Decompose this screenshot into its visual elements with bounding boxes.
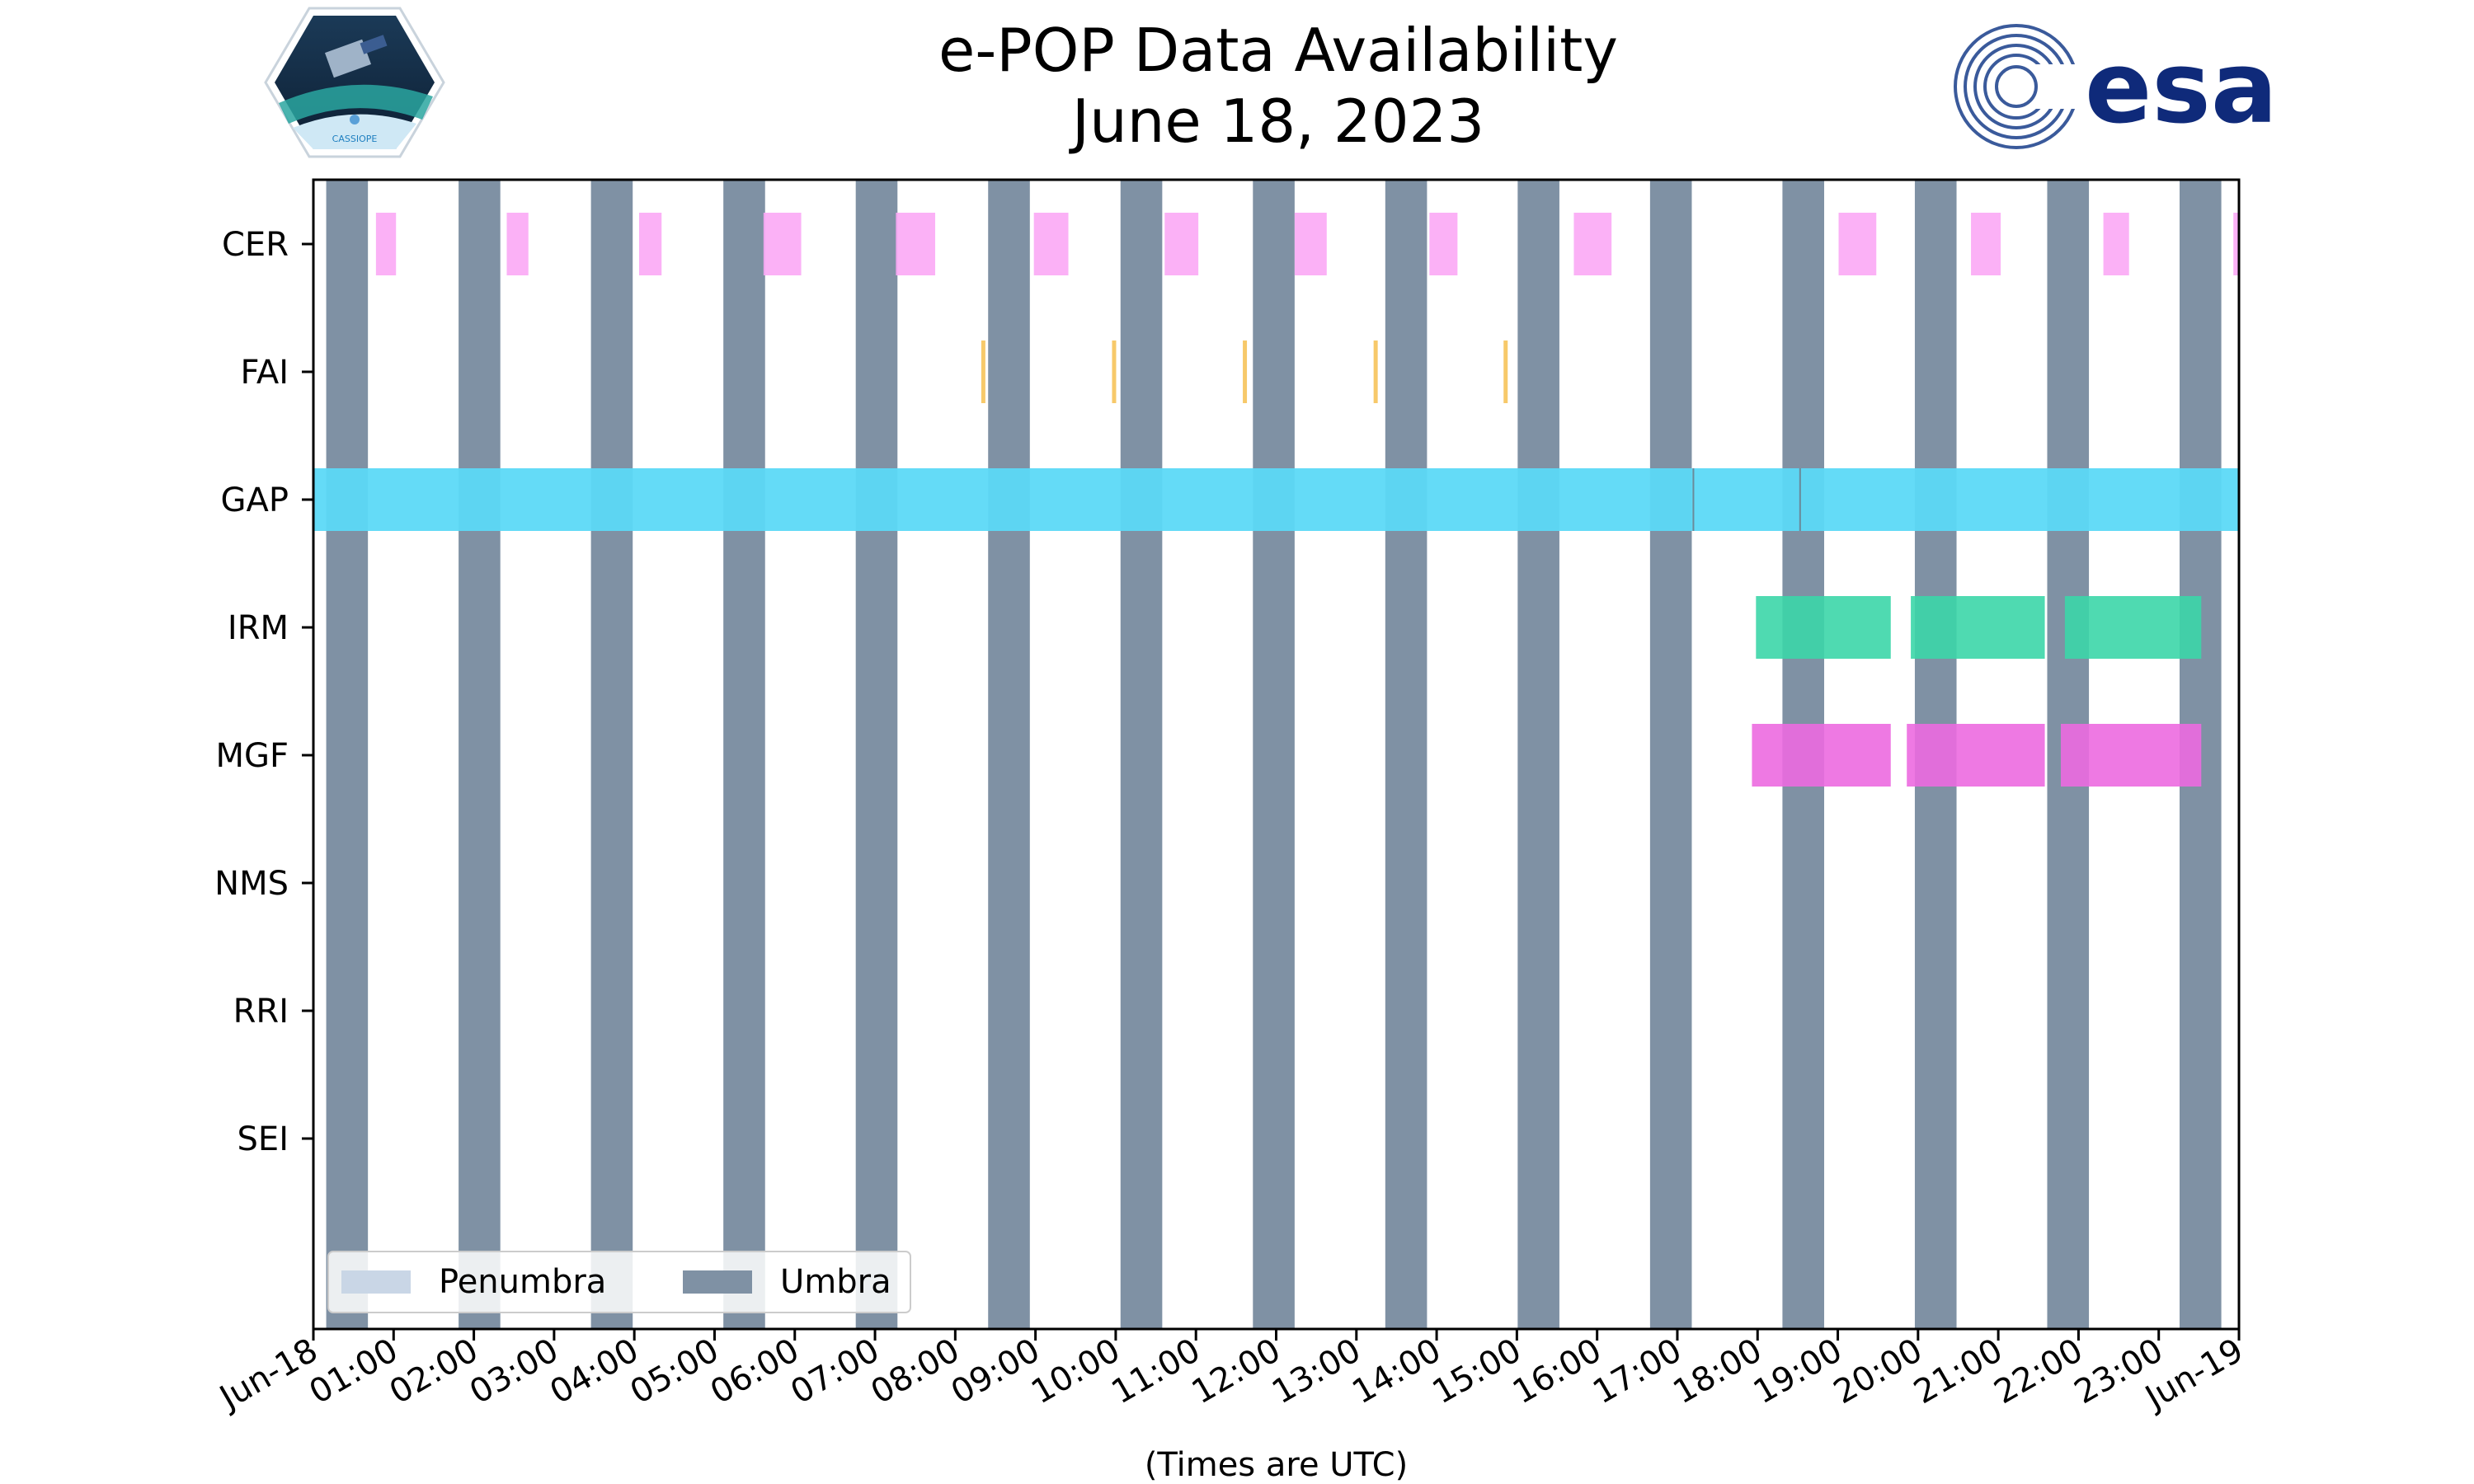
chart-title-line-1: e-POP Data Availability — [938, 16, 1618, 85]
x-tick-label: 07:00 — [784, 1331, 886, 1411]
x-tick-label: 21:00 — [1907, 1331, 2009, 1411]
legend-label-umbra: Umbra — [780, 1263, 891, 1301]
y-tick-label-nms: NMS — [214, 865, 289, 903]
cer-interval-bar — [1429, 213, 1458, 275]
cer-interval-bar — [896, 213, 936, 275]
y-tick-label-rri: RRI — [233, 993, 289, 1031]
umbra-band — [988, 180, 1030, 1329]
cer-interval-bar — [506, 213, 529, 275]
x-tick-label: 14:00 — [1346, 1331, 1447, 1411]
x-tick-label: 18:00 — [1667, 1331, 1768, 1411]
irm-interval-bar — [1911, 596, 2045, 659]
x-tick-label: 13:00 — [1266, 1331, 1367, 1411]
cer-interval-bar — [1164, 213, 1199, 275]
y-tick-label-fai: FAI — [241, 354, 289, 392]
chart-title-line-2: June 18, 2023 — [1071, 87, 1485, 156]
x-tick-label: 01:00 — [303, 1331, 404, 1411]
legend-label-penumbra: Penumbra — [439, 1263, 606, 1301]
y-tick-label-cer: CER — [222, 226, 289, 264]
x-tick-label: 15:00 — [1427, 1331, 1528, 1411]
instrument-bars — [313, 213, 2239, 787]
umbra-band — [1517, 180, 1559, 1329]
y-tick-label-irm: IRM — [228, 609, 289, 647]
legend: Penumbra Umbra — [327, 1251, 911, 1313]
x-tick-label: 06:00 — [704, 1331, 806, 1411]
cer-interval-bar — [1573, 213, 1612, 275]
x-tick-label: 04:00 — [543, 1331, 645, 1411]
esa-logo: esa — [1954, 24, 2278, 149]
legend-box — [327, 1251, 911, 1313]
mgf-interval-bar — [1752, 724, 1891, 787]
umbra-band — [1253, 180, 1295, 1329]
umbra-band — [1385, 180, 1427, 1329]
cer-interval-bar — [375, 213, 397, 275]
esa-logo-text: esa — [2085, 31, 2278, 146]
x-tick-label: 17:00 — [1587, 1331, 1688, 1411]
x-tick-label: 12:00 — [1186, 1331, 1287, 1411]
x-tick-label: 22:00 — [1988, 1331, 2090, 1411]
x-tick-label: Jun-18 — [212, 1331, 324, 1418]
umbra-band — [1649, 180, 1692, 1329]
x-tick-label: 08:00 — [864, 1331, 966, 1411]
umbra-band — [723, 180, 765, 1329]
cer-interval-bar — [1033, 213, 1069, 275]
umbra-bands — [326, 180, 2222, 1329]
umbra-band — [326, 180, 369, 1329]
umbra-band — [590, 180, 633, 1329]
x-tick-label: 05:00 — [624, 1331, 726, 1411]
cassiope-logo-text: CASSIOPE — [332, 134, 378, 144]
cer-interval-bar — [1971, 213, 2001, 275]
mgf-interval-bar — [2061, 724, 2202, 787]
x-tick-label: 10:00 — [1025, 1331, 1126, 1411]
y-tick-label-sei: SEI — [238, 1120, 289, 1158]
cer-interval-bar — [2103, 213, 2129, 275]
irm-interval-bar — [1756, 596, 1891, 659]
x-axis-label: (Times are UTC) — [1145, 1446, 1408, 1484]
umbra-band — [1120, 180, 1163, 1329]
umbra-band — [459, 180, 501, 1329]
x-tick-label: 09:00 — [945, 1331, 1047, 1411]
x-tick-label: 16:00 — [1507, 1331, 1608, 1411]
cer-interval-bar — [1294, 213, 1327, 275]
cer-interval-bar — [763, 213, 802, 275]
cer-interval-bar — [1838, 213, 1877, 275]
x-tick-label: 03:00 — [463, 1331, 565, 1411]
legend-swatch-penumbra — [341, 1270, 411, 1294]
irm-interval-bar — [2064, 596, 2202, 659]
x-tick-label: 20:00 — [1827, 1331, 1929, 1411]
cassiope-logo: CASSIOPE — [264, 7, 445, 158]
mgf-interval-bar — [1907, 724, 2045, 787]
umbra-band — [855, 180, 898, 1329]
legend-swatch-umbra — [683, 1270, 752, 1294]
x-tick-label: 11:00 — [1105, 1331, 1206, 1411]
gap-interval-bar — [313, 468, 2239, 531]
chart-title: e-POP Data Availability June 18, 2023 — [660, 15, 1897, 157]
x-tick-label: 02:00 — [383, 1331, 485, 1411]
y-tick-label-mgf: MGF — [215, 737, 289, 775]
x-axis: Jun-1801:0002:0003:0004:0005:0006:0007:0… — [212, 1329, 2250, 1418]
y-axis: CER FAI GAP IRM MGF NMS RRI SEI — [214, 226, 313, 1158]
cer-interval-bar — [2233, 213, 2239, 275]
y-tick-label-gap: GAP — [221, 481, 289, 519]
x-tick-label: 19:00 — [1747, 1331, 1849, 1411]
cer-interval-bar — [639, 213, 662, 275]
